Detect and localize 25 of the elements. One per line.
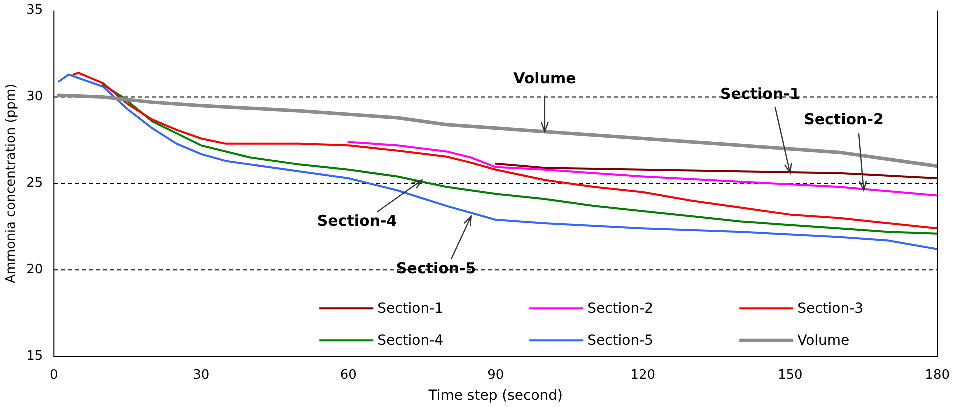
annotation: Section-2 <box>804 110 884 129</box>
legend-label: Volume <box>798 333 850 350</box>
legend-label: Section-3 <box>798 301 864 318</box>
legend-label: Section-2 <box>588 301 654 318</box>
x-tick-label: 0 <box>50 368 58 383</box>
y-tick-label: 20 <box>26 262 44 278</box>
annotation: Volume <box>514 70 576 88</box>
annotation: Section-4 <box>317 212 398 230</box>
x-tick-label: 30 <box>193 368 210 383</box>
annotation: Section-5 <box>396 259 476 278</box>
y-tick-label: 15 <box>26 348 44 364</box>
x-tick-label: 150 <box>778 368 803 383</box>
x-tick-label: 60 <box>340 368 357 383</box>
y-tick-label: 35 <box>26 3 44 18</box>
annotation: Section-1 <box>720 85 800 104</box>
y-tick-label: 30 <box>26 90 44 105</box>
y-tick-label: 25 <box>26 176 44 192</box>
x-tick-label: 120 <box>630 368 656 383</box>
y-axis-title: Ammonia concentration (ppm) <box>4 84 20 284</box>
x-axis-title: Time step (second) <box>428 388 564 404</box>
legend-label: Section-4 <box>378 333 444 350</box>
legend-label: Section-1 <box>378 301 444 318</box>
legend-label: Section-5 <box>588 333 654 350</box>
x-tick-label: 90 <box>488 368 504 383</box>
x-tick-label: 180 <box>925 368 950 383</box>
